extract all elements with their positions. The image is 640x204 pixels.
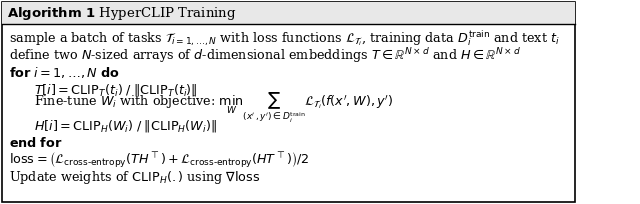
Text: $\mathrm{loss} = \left(\mathcal{L}_{\mathrm{cross\text{-}entropy}}(TH^\top) + \m: $\mathrm{loss} = \left(\mathcal{L}_{\mat… [9, 150, 309, 171]
Text: $T[i] = \mathrm{CLIP}_T(t_i) \;/\; \|\mathrm{CLIP}_T(t_i)\|$: $T[i] = \mathrm{CLIP}_T(t_i) \;/\; \|\ma… [35, 82, 198, 99]
Text: $\mathbf{end\ for}$: $\mathbf{end\ for}$ [9, 136, 63, 150]
Text: define two $N$-sized arrays of $d$-dimensional embeddings $T \in \mathbb{R}^{N \: define two $N$-sized arrays of $d$-dimen… [9, 46, 521, 65]
Text: Fine-tune $W_i$ with objective: $\min_W \sum_{(x^\prime, y^\prime) \in D_i^{\mat: Fine-tune $W_i$ with objective: $\min_W … [35, 91, 394, 125]
Text: $\mathbf{for}$ $i = 1, \ldots, N$ $\mathbf{do}$: $\mathbf{for}$ $i = 1, \ldots, N$ $\math… [9, 65, 120, 81]
FancyBboxPatch shape [2, 2, 575, 24]
FancyBboxPatch shape [2, 2, 575, 202]
Text: $H[i] = \mathrm{CLIP}_H(W_i) \;/\; \|\mathrm{CLIP}_H(W_i)\|$: $H[i] = \mathrm{CLIP}_H(W_i) \;/\; \|\ma… [35, 118, 218, 133]
Text: sample a batch of tasks $\mathcal{T}_{i=1,\ldots,N}$ with loss functions $\mathc: sample a batch of tasks $\mathcal{T}_{i=… [9, 28, 560, 48]
Text: Update weights of $\mathrm{CLIP}_H(.)$ using $\nabla \mathrm{loss}$: Update weights of $\mathrm{CLIP}_H(.)$ u… [9, 170, 260, 186]
Text: $\mathbf{Algorithm\ 1}$ HyperCLIP Training: $\mathbf{Algorithm\ 1}$ HyperCLIP Traini… [7, 6, 237, 22]
